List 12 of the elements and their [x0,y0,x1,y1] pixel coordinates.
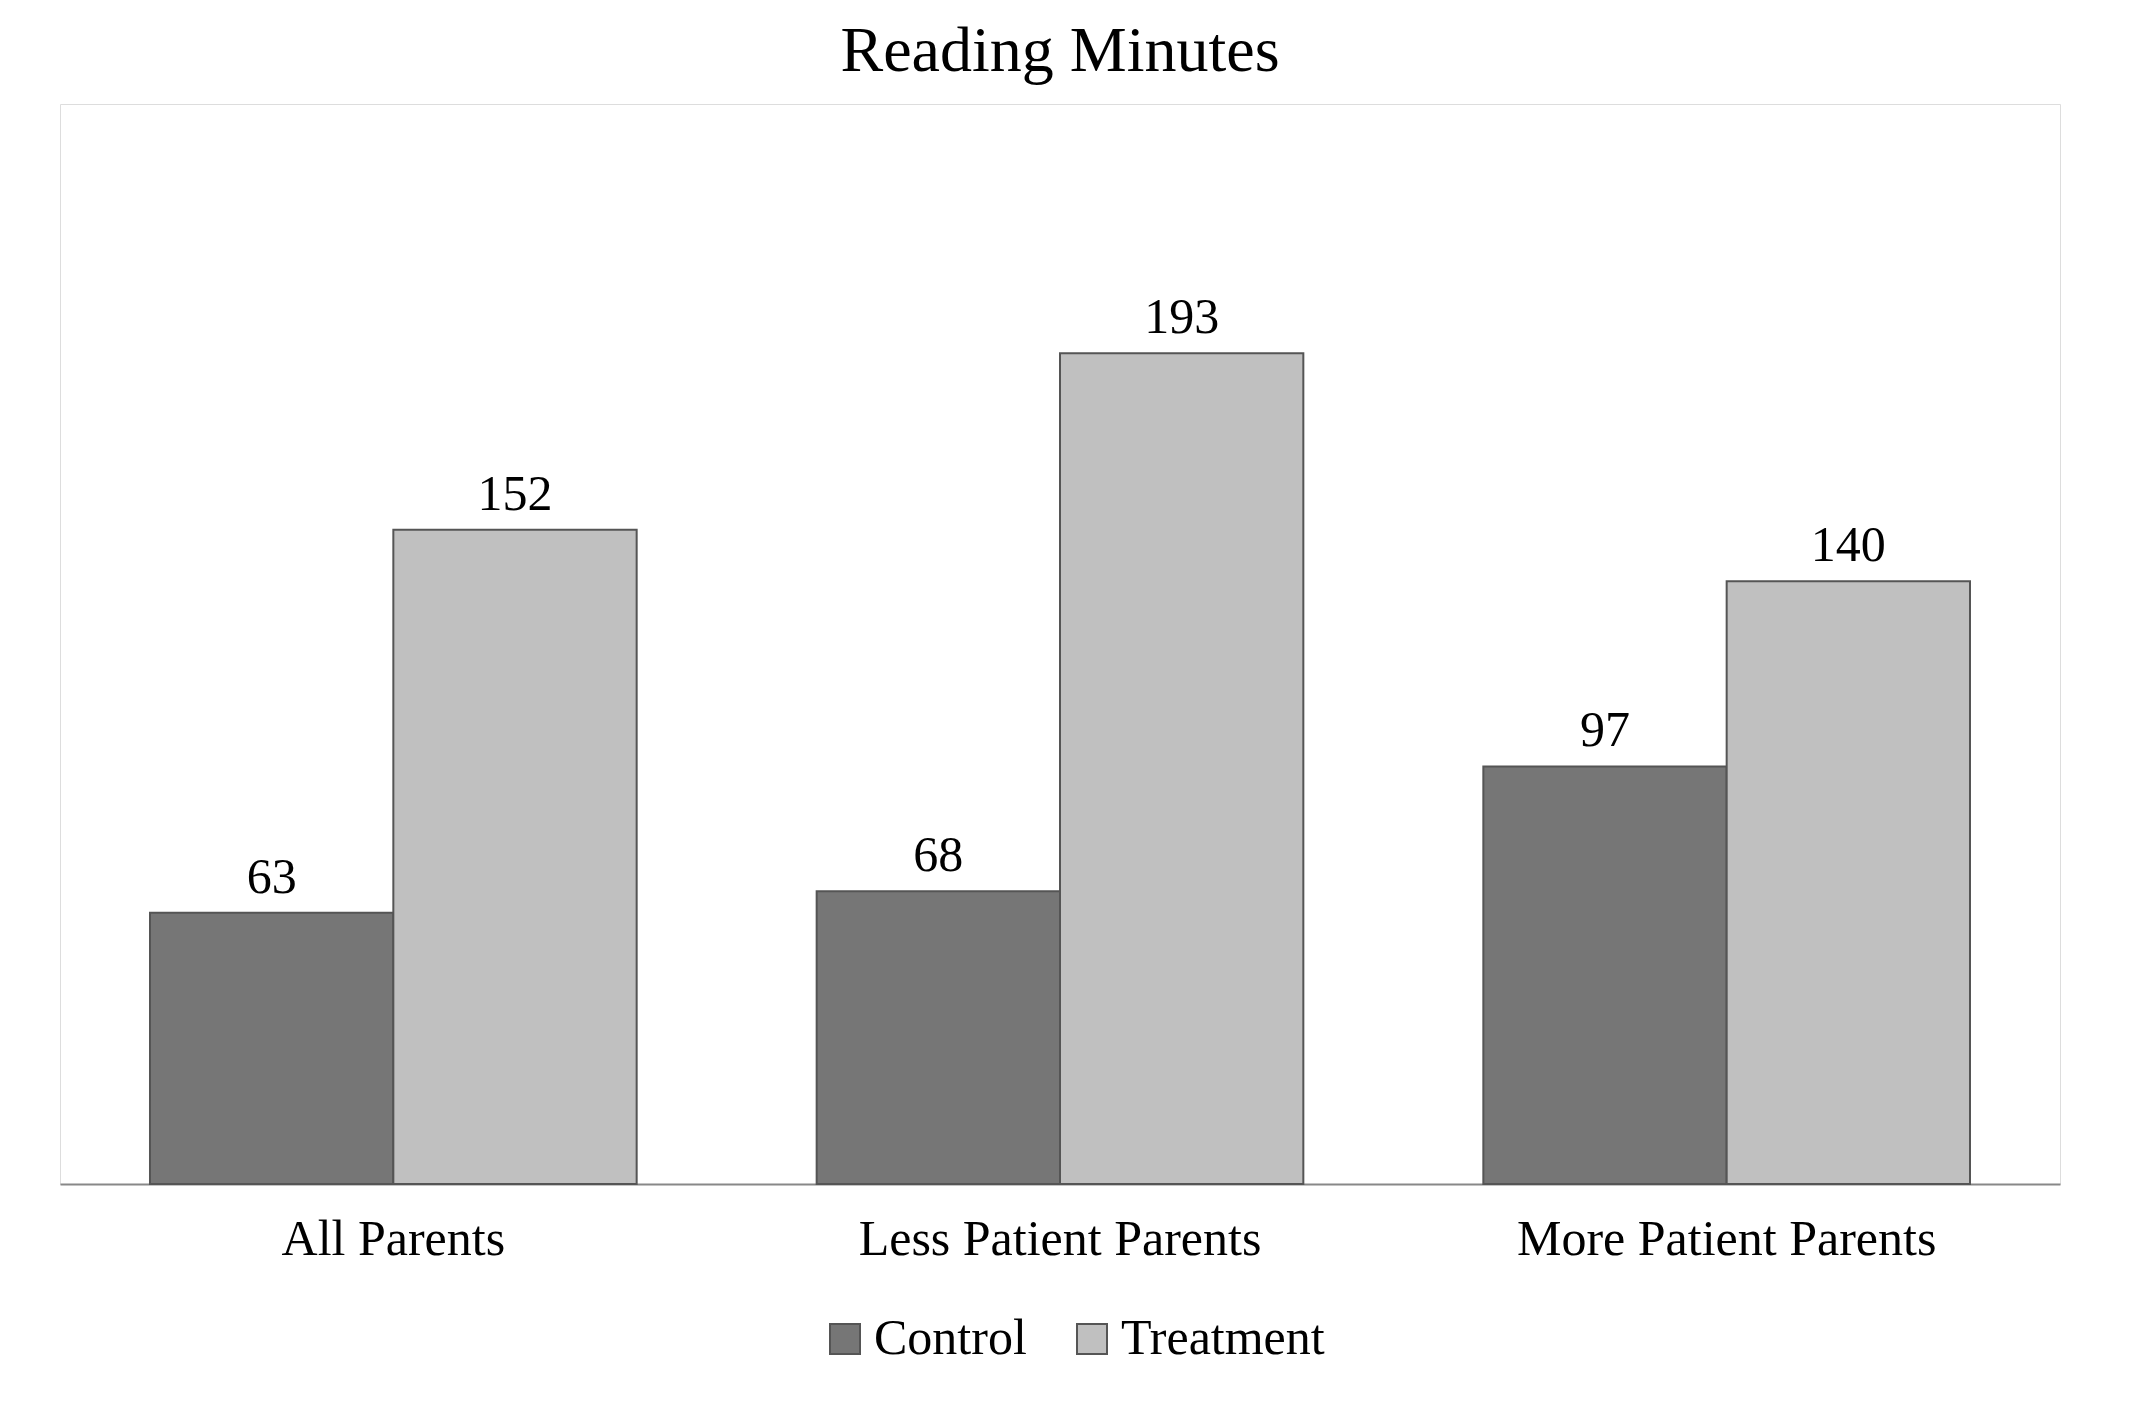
x-tick-label: Less Patient Parents [858,1209,1262,1266]
x-tick-label: All Parents [281,1209,506,1266]
chart-title: Reading Minutes [840,14,1280,85]
legend-label: Treatment [1121,1309,1325,1365]
data-label: 140 [1810,516,1886,573]
data-label: 68 [913,826,964,883]
data-label: 97 [1580,701,1630,758]
data-label: 63 [246,847,297,904]
data-label: 193 [1144,288,1220,345]
legend-label: Control [874,1309,1027,1365]
x-tick-label: More Patient Parents [1516,1209,1937,1266]
data-label: 152 [477,464,553,521]
